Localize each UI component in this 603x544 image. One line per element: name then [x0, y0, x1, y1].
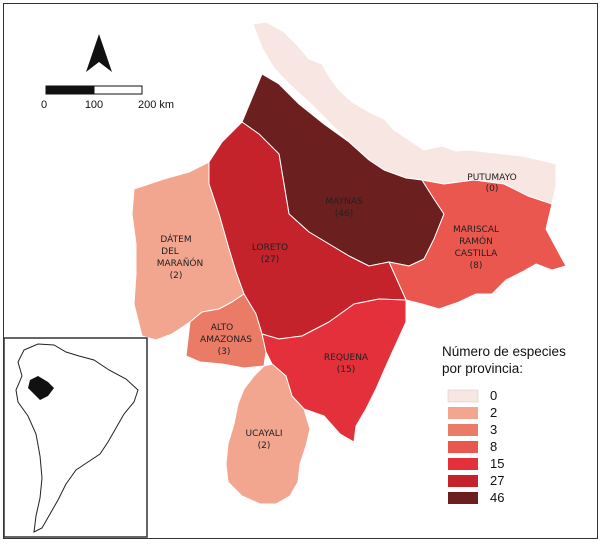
label-loreto: LORETO [252, 243, 288, 253]
label-loreto-count: (27) [261, 255, 279, 265]
label-alto-2: AMAZONAS [200, 335, 252, 345]
legend: Número de especies por provincia: 0 2 3 … [442, 344, 566, 505]
province-mariscal-ramon-castilla [388, 179, 567, 310]
scale-tick-200: 200 km [138, 99, 174, 111]
label-mariscal-3: CASTILLA [455, 249, 499, 259]
legend-swatch-3 [448, 424, 478, 436]
legend-label-27: 27 [490, 473, 504, 488]
legend-swatch-46 [448, 492, 478, 504]
label-maynas: MAYNAS [325, 197, 363, 207]
label-ucayali-count: (2) [258, 441, 271, 451]
scale-tick-100: 100 [85, 99, 103, 111]
label-alto-count: (3) [218, 347, 231, 357]
legend-label-15: 15 [490, 456, 504, 471]
label-requena: REQUENA [324, 353, 369, 363]
map-frame: PUTUMAYO (0) MAYNAS (46) MARISCAL RAMÓN … [3, 3, 598, 539]
legend-swatch-0 [447, 389, 479, 403]
legend-label-46: 46 [490, 490, 504, 505]
label-datem-count: (2) [170, 271, 183, 281]
legend-label-0: 0 [490, 388, 497, 403]
label-mariscal-count: (8) [470, 261, 483, 271]
label-maynas-count: (46) [335, 209, 353, 219]
province-polygons [131, 21, 567, 505]
legend-swatch-8 [448, 441, 478, 453]
north-arrow-icon [86, 34, 112, 72]
loreto-locator-highlight [28, 376, 54, 400]
label-alto-1: ALTO [211, 323, 234, 333]
inset-locator-map [4, 337, 148, 538]
legend-label-8: 8 [490, 439, 497, 454]
province-ucayali [225, 363, 311, 505]
legend-title-line2: por provincia: [442, 361, 523, 376]
legend-swatch-15 [448, 458, 478, 470]
legend-title-line1: Número de especies [442, 344, 566, 359]
legend-label-2: 2 [490, 405, 497, 420]
legend-swatch-2 [448, 407, 478, 419]
label-putumayo: PUTUMAYO [467, 173, 516, 183]
legend-label-3: 3 [490, 422, 497, 437]
scale-tick-0: 0 [41, 99, 47, 111]
map-canvas: PUTUMAYO (0) MAYNAS (46) MARISCAL RAMÓN … [4, 21, 567, 538]
label-mariscal-2: RAMÓN [459, 235, 493, 247]
label-datem-1: DÁTEM [160, 233, 191, 245]
legend-swatch-27 [448, 475, 478, 487]
label-datem-2: DEL [161, 247, 179, 257]
province-labels: PUTUMAYO (0) MAYNAS (46) MARISCAL RAMÓN … [157, 173, 517, 451]
label-mariscal-1: MARISCAL [453, 225, 499, 235]
label-putumayo-count: (0) [486, 184, 499, 194]
scale-bar: 0 100 200 km [41, 85, 174, 111]
label-requena-count: (15) [337, 365, 355, 375]
label-ucayali: UCAYALI [246, 429, 283, 439]
label-datem-3: MARAÑÓN [157, 257, 204, 269]
